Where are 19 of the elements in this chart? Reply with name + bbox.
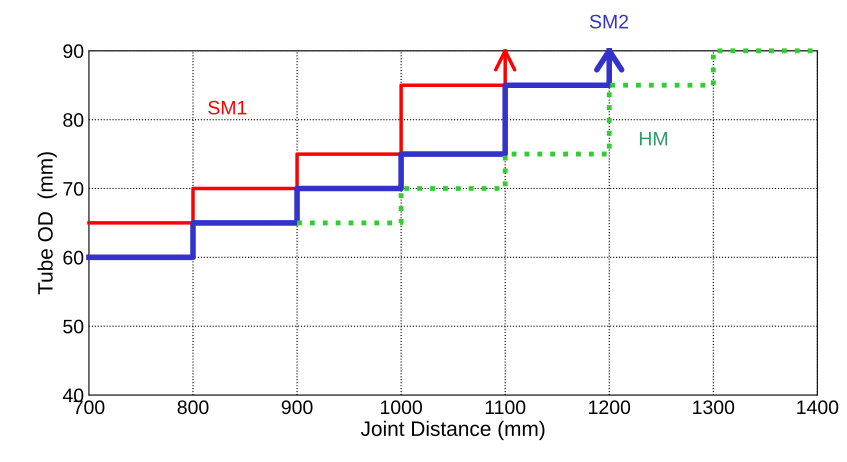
x-tick-label: 800 xyxy=(178,400,208,414)
text: SM1 xyxy=(208,100,246,115)
series-label: HM xyxy=(640,132,667,146)
x-tick-label: 1100 xyxy=(486,400,526,414)
y-tick-label: 90 xyxy=(63,44,84,58)
y-tick-label: 40 xyxy=(62,388,84,402)
x-tick-label: 900 xyxy=(282,400,313,414)
x-tick-label: 1300 xyxy=(693,400,734,414)
x-tick-label: 1200 xyxy=(589,400,630,414)
x-tick-label: 1000 xyxy=(380,400,422,414)
y-tick-label: 70 xyxy=(63,182,84,196)
y-tick-label: 50 xyxy=(63,320,84,334)
x-axis-title: Joint Distance (mm) xyxy=(360,420,544,440)
y-axis-title: Tube OD (mm) xyxy=(37,152,57,294)
x-tick-label: 1400 xyxy=(797,400,838,414)
series-label: SM2 xyxy=(590,14,628,29)
y-tick-label: 80 xyxy=(63,113,84,127)
y-tick-label: 60 xyxy=(63,250,84,265)
x-tick-label: 700 xyxy=(74,400,104,414)
